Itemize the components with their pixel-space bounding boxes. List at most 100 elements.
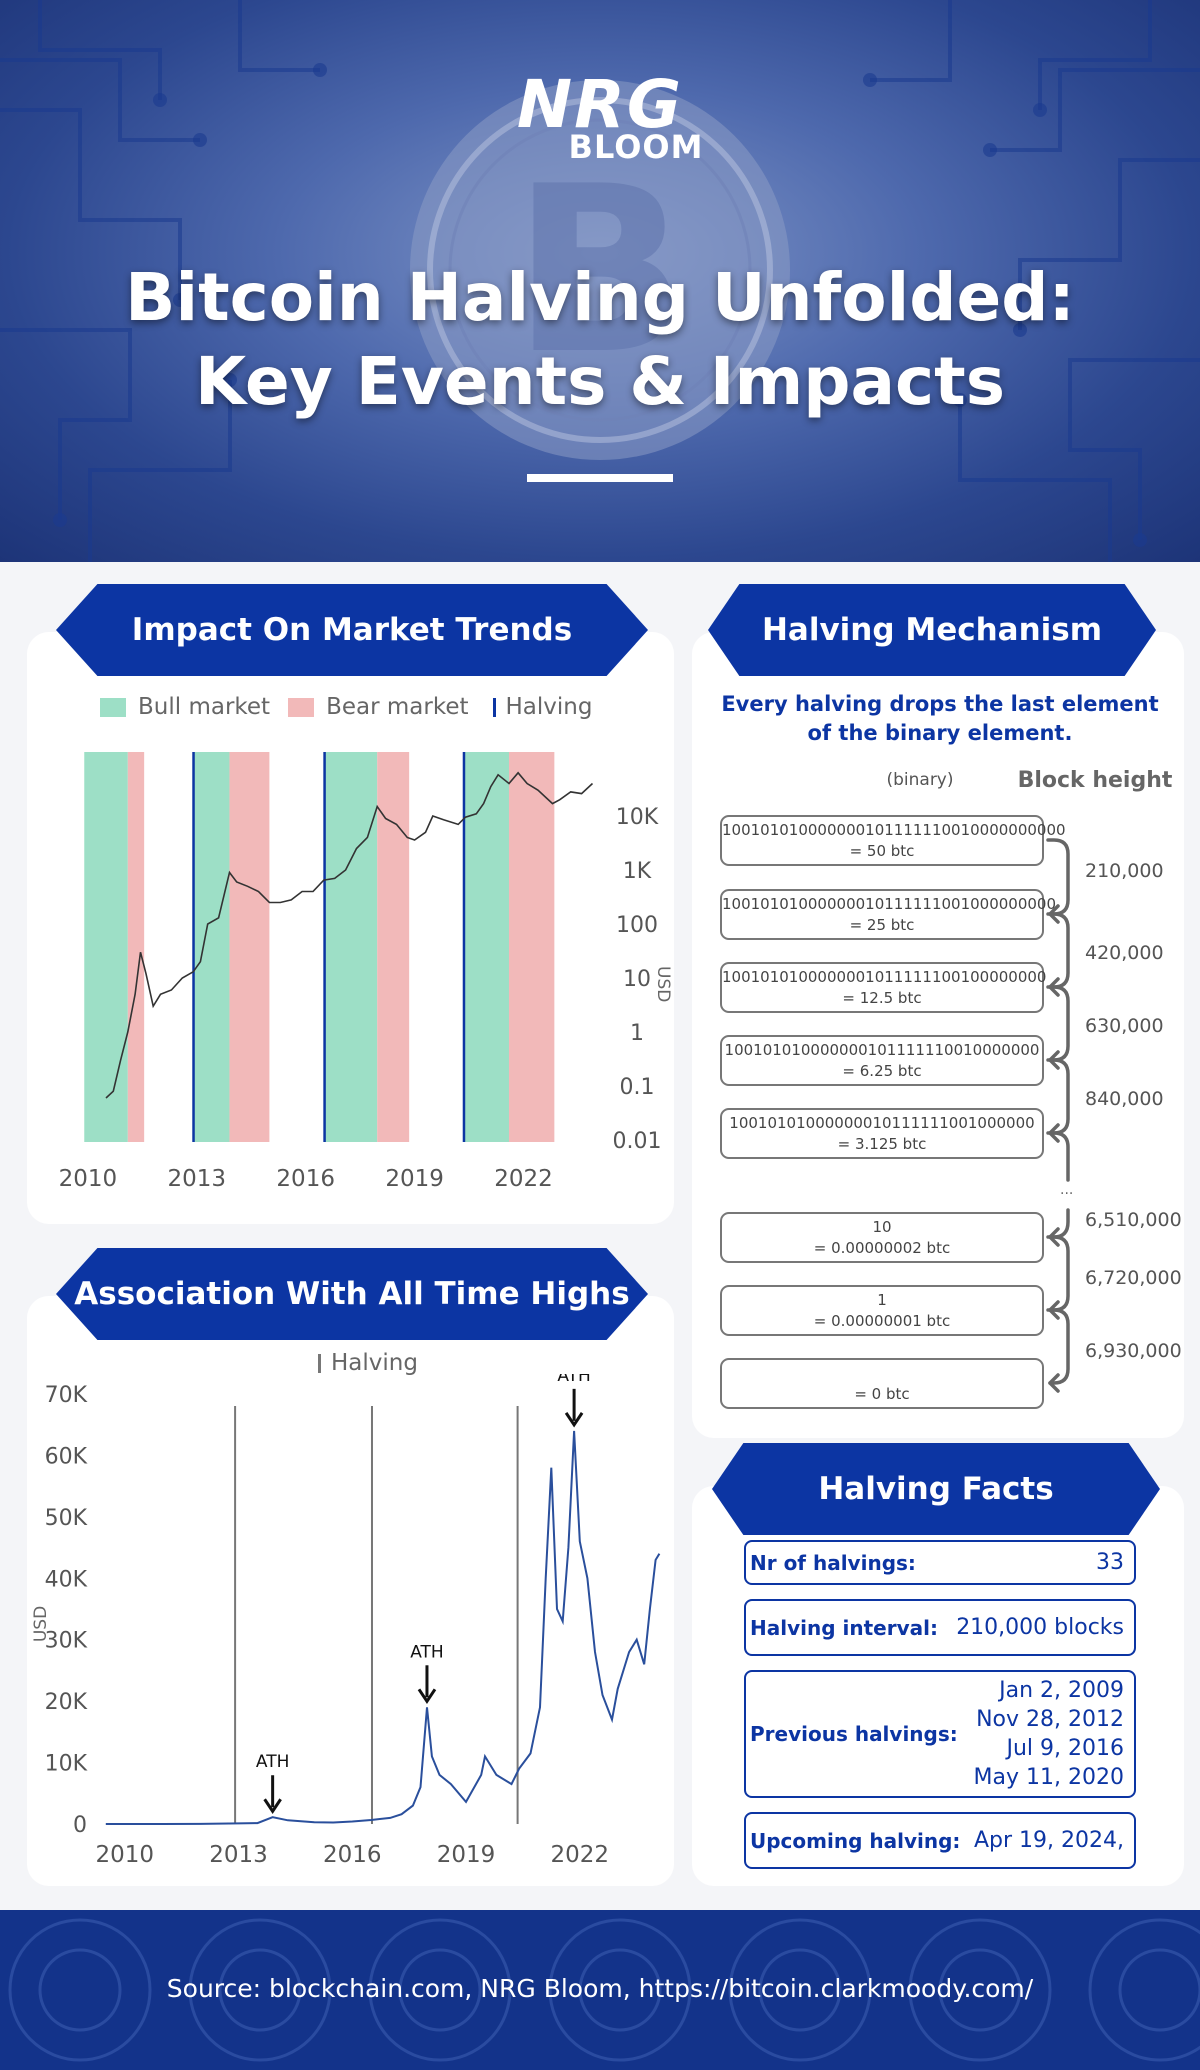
legend-halving-swatch	[492, 697, 496, 717]
page-title: Bitcoin Halving Unfolded: Key Events & I…	[125, 259, 1075, 420]
legend-bull-label: Bull market	[138, 694, 271, 720]
ath-chart: 70K 60K 50K 40K 30K 20K 10K 0 2010 2013 2016 2019 20…	[31, 1374, 661, 1868]
y-axis-label: USD	[31, 1606, 51, 1642]
bull-period-band	[84, 752, 128, 1142]
fact-value-list: Jan 2, 2009 Nov 28, 2012 Jul 9, 2016 May…	[974, 1676, 1124, 1792]
fact-label: Halving interval:	[750, 1615, 938, 1640]
x-tick-label: 2013	[168, 1166, 227, 1192]
price-series-line	[105, 1430, 661, 1825]
legend-bear-label: Bear market	[326, 694, 469, 720]
binary-column-label: (binary)	[886, 770, 954, 790]
y-tick-label: 40K	[45, 1567, 88, 1592]
mechanism-arrows	[1046, 838, 1070, 1393]
previous-halving-date: Nov 28, 2012	[976, 1707, 1124, 1732]
bitcoin-coin-icon: B	[410, 80, 790, 460]
binary-box: 100101010000000101111110010000000 = 6.25 …	[720, 1035, 1044, 1086]
previous-halving-date: Jul 9, 2016	[1006, 1736, 1124, 1761]
fact-previous-halvings: Previous halvings: Jan 2, 2009 Nov 28, 2…	[744, 1670, 1136, 1798]
binary-box: 10 = 0.00000002 btc	[720, 1212, 1044, 1263]
legend-halving-label: Halving	[505, 694, 593, 720]
fact-label: Nr of halvings:	[750, 1550, 916, 1575]
y-tick-label: 10K	[616, 805, 659, 830]
bear-period-band	[127, 752, 145, 1142]
binary-value: 100101010000000101111110010000000000	[722, 821, 1066, 839]
bull-period-band	[193, 752, 230, 1142]
legend-halving-swatch-2	[318, 1353, 321, 1373]
x-tick-label: 2019	[385, 1166, 444, 1192]
btc-value: = 0.00000001 btc	[813, 1312, 951, 1330]
fact-upcoming-halving: Upcoming halving: Apr 19, 2024,	[744, 1812, 1136, 1869]
block-height-label: 840,000	[1085, 1088, 1164, 1110]
y-tick-label: 0.1	[620, 1075, 655, 1100]
y-tick-label: 30K	[45, 1629, 88, 1654]
y-tick-label: 10	[623, 967, 651, 992]
x-tick-label: 2010	[59, 1166, 118, 1192]
y-axis-label: USD	[653, 966, 673, 1002]
fact-label: Previous halvings:	[750, 1722, 958, 1746]
x-tick-label: 2016	[276, 1166, 335, 1192]
btc-value: = 3.125 btc	[837, 1135, 927, 1153]
title-underline	[527, 474, 673, 482]
binary-box: 10010101000000010111111001000000 = 3.125 …	[720, 1108, 1044, 1159]
y-tick-label: 10K	[45, 1752, 88, 1777]
binary-value: 10	[872, 1218, 892, 1236]
btc-value: = 50 btc	[849, 842, 915, 860]
bull-period-band	[463, 752, 509, 1142]
btc-value: = 0 btc	[854, 1385, 910, 1403]
ath-card	[27, 1296, 674, 1886]
block-height-label: 630,000	[1085, 1015, 1164, 1037]
logo-bloom: BLOOM	[568, 128, 704, 166]
y-tick-label: 50K	[45, 1506, 88, 1531]
previous-halving-date: May 11, 2020	[973, 1765, 1124, 1790]
x-tick-label: 2013	[209, 1842, 268, 1868]
bear-period-band	[508, 752, 555, 1142]
btc-value: = 6.25 btc	[842, 1062, 922, 1080]
circuit-background: B	[0, 0, 1200, 562]
x-tick-label: 2022	[494, 1166, 553, 1192]
logo-nrg: NRG	[516, 66, 684, 143]
y-tick-label: 20K	[45, 1690, 88, 1715]
binary-value	[722, 1363, 1042, 1384]
fact-value: 33	[1096, 1550, 1124, 1575]
binary-value: 1	[877, 1291, 887, 1309]
previous-halving-date: Jan 2, 2009	[999, 1678, 1124, 1703]
ath-legend: Halving	[318, 1350, 418, 1376]
fan-background	[8, 1918, 1200, 2062]
btc-value: = 12.5 btc	[842, 989, 922, 1007]
legend-bear-swatch	[288, 697, 315, 717]
y-tick-label: 1K	[623, 859, 652, 884]
mechanism-subtitle: Every halving drops the last element of …	[721, 692, 1159, 745]
x-tick-label: 2019	[437, 1842, 496, 1868]
legend-halving-label-2: Halving	[331, 1350, 418, 1376]
binary-box: 1001010100000001011111100100000000 = 12.5…	[720, 962, 1047, 1013]
binary-box: 100101010000000101111110010000000000 = 50…	[720, 815, 1066, 866]
binary-value: 1001010100000001011111100100000000	[722, 968, 1047, 986]
market-trends-chart: 10K 1K 100 10 1 0.1 0.01 2010 2013 2016 2019 2022 US…	[59, 752, 673, 1192]
ath-arrow-icon	[564, 1412, 584, 1428]
fact-halving-interval: Halving interval: 210,000 blocks	[744, 1599, 1136, 1656]
fact-value: 210,000 blocks	[956, 1615, 1124, 1640]
btc-value: = 0.00000002 btc	[813, 1239, 951, 1257]
market-trends-heading: Impact On Market Trends	[56, 584, 648, 676]
binary-box: 10010101000000010111111001000000000 = 25 …	[720, 889, 1056, 940]
legend-bull-swatch	[100, 697, 126, 717]
y-tick-label: 0	[73, 1813, 87, 1838]
y-tick-label: 100	[616, 913, 658, 938]
y-tick-label: 60K	[45, 1444, 88, 1469]
mechanism-ellipsis: ...	[1060, 1182, 1074, 1198]
bear-period-band	[377, 752, 410, 1142]
bear-period-band	[229, 752, 270, 1142]
ath-annotation-label: ATH	[557, 1374, 590, 1386]
binary-box: 1 = 0.00000001 btc	[720, 1285, 1044, 1336]
binary-value: 100101010000000101111110010000000	[724, 1041, 1040, 1059]
ath-annotation-label: ATH	[256, 1752, 289, 1772]
y-tick-label: 1	[630, 1021, 644, 1046]
market-trends-legend: Bull market Bear market Halving	[100, 694, 592, 720]
facts-heading: Halving Facts	[712, 1443, 1160, 1535]
block-height-label: 210,000	[1085, 860, 1164, 882]
mechanism-heading: Halving Mechanism	[708, 584, 1156, 676]
x-tick-label: 2022	[551, 1842, 610, 1868]
block-height-label: 420,000	[1085, 942, 1164, 964]
source-text: Source: blockchain.com, NRG Bloom, https…	[166, 1974, 1034, 2003]
ath-heading: Association With All Time Highs	[56, 1248, 648, 1340]
